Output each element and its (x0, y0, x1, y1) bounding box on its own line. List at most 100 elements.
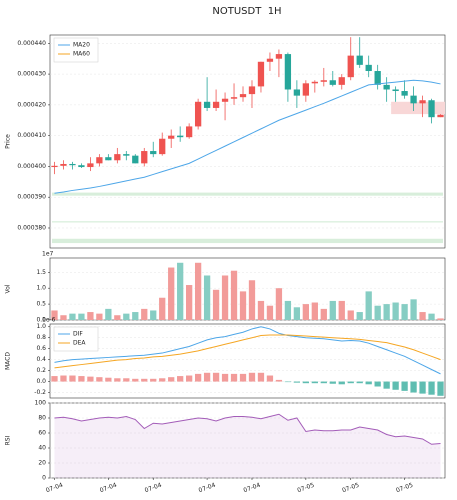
macd-bar (159, 378, 166, 382)
y-tick-label: 1.0 (36, 285, 46, 292)
macd-bar (356, 381, 363, 384)
axis-offset-label: 1e-6 (42, 317, 56, 324)
macd-bar (383, 381, 390, 389)
volume-bar (87, 312, 94, 320)
macd-bar (96, 377, 103, 382)
volume-bar (194, 262, 202, 320)
candle-body (60, 163, 67, 166)
legend-box (53, 37, 99, 63)
y-axis-label: RSI (5, 435, 12, 445)
line (54, 79, 441, 194)
candle-body (194, 101, 202, 127)
macd-bar (437, 381, 444, 396)
y-tick-label: 20 (38, 460, 46, 467)
candle-body (329, 80, 336, 85)
y-tick-label: 0 (42, 475, 46, 482)
volume-bar (365, 291, 372, 320)
candle-body (132, 155, 139, 164)
y-tick-label: 0.4 (36, 356, 46, 363)
candle-body (51, 165, 58, 168)
macd-bar (177, 376, 184, 382)
volume-bar (347, 310, 354, 320)
macd-bar (248, 372, 256, 382)
volume-bar (186, 285, 193, 320)
volume-bar (320, 308, 327, 320)
volume-bar (257, 300, 265, 320)
zone (52, 221, 443, 223)
volume-bar (302, 304, 309, 320)
candle-body (230, 97, 238, 99)
candle-body (78, 165, 85, 168)
macd-bar (311, 381, 318, 384)
macd-bar (266, 375, 274, 382)
candle-body (150, 151, 157, 155)
volume-bar (132, 312, 139, 320)
volume-bar (212, 289, 220, 320)
volume-bar (159, 297, 166, 320)
y-tick-label: 100 (35, 400, 47, 407)
macd-bar (302, 381, 309, 384)
candle-body (266, 58, 274, 62)
macd-bar (239, 373, 247, 382)
macd-bar (51, 376, 58, 382)
candle-body (221, 98, 229, 102)
candle-body (284, 54, 292, 90)
macd-bar (428, 381, 435, 395)
rsi-line (54, 413, 441, 445)
candle-body (293, 89, 301, 96)
volume-bar (69, 313, 76, 320)
macd-bar (69, 375, 76, 382)
macd-bar (123, 378, 130, 382)
candle-body (347, 55, 354, 78)
candle-body (383, 84, 390, 90)
candle-body (356, 55, 363, 65)
candle-body (275, 54, 283, 59)
volume-bar (114, 315, 121, 320)
y-tick-label: 0.000400 (17, 163, 46, 170)
volume-bar (239, 291, 247, 320)
y-axis-label: Vol (5, 284, 12, 293)
candle-body (87, 163, 94, 168)
volume-bar (230, 270, 238, 320)
macd-bar (320, 381, 327, 384)
macd-bar (132, 378, 139, 382)
candle-body (123, 154, 130, 156)
volume-bar (338, 300, 345, 320)
candle-body (168, 135, 175, 139)
volume-bar (51, 310, 58, 320)
volume-bar (329, 300, 336, 320)
chart-title: NOTUSDT 1H (212, 6, 281, 17)
macd-bar (194, 373, 202, 382)
candle-body (203, 101, 211, 108)
legend-box (53, 326, 99, 352)
macd-bar (186, 375, 193, 382)
macd-bar (257, 372, 265, 382)
candle-body (365, 64, 372, 72)
volume-bar (105, 308, 112, 320)
macd-bar (168, 377, 175, 382)
candle-body (141, 151, 148, 164)
volume-bar (374, 305, 381, 320)
y-tick-label: 40 (38, 445, 46, 452)
y-tick-label: 1.5 (36, 269, 46, 276)
y-tick-label: 0.0 (36, 378, 46, 385)
candle-body (212, 101, 220, 108)
macd-bar (419, 381, 426, 394)
macd-bar (374, 381, 381, 387)
y-tick-label: 1.0 (36, 323, 46, 330)
volume-bar (203, 275, 211, 320)
zone (52, 192, 443, 196)
y-tick-label: 0.000390 (17, 194, 46, 201)
macd-bar (60, 375, 67, 382)
y-tick-label: 0.000380 (17, 224, 46, 231)
volume-bar (428, 313, 435, 320)
candle-body (114, 154, 121, 161)
candle-body (177, 135, 184, 138)
zone-box (391, 101, 445, 115)
volume-bar (266, 305, 274, 320)
legend-label: DIF (73, 331, 83, 338)
candle-body (374, 71, 381, 85)
macd-bar (338, 381, 345, 385)
y-tick-label: 0.6 (36, 345, 46, 352)
macd-bar (392, 381, 399, 390)
